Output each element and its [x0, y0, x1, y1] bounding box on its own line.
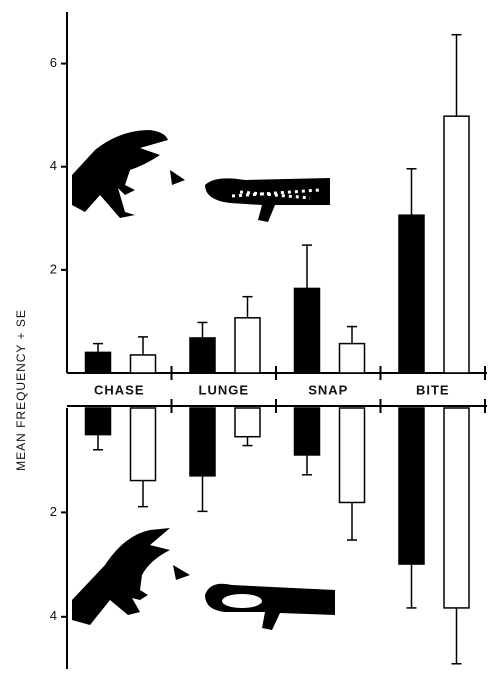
bar [293, 287, 321, 374]
category-label: BITE [416, 382, 450, 397]
category-label: CHASE [94, 382, 145, 397]
bar [293, 407, 321, 456]
bar [189, 407, 216, 477]
y-tick-label: 2 [50, 504, 57, 519]
bar [234, 317, 261, 374]
bar [189, 337, 216, 374]
y-tick-label: 2 [50, 261, 57, 276]
bar [443, 115, 470, 374]
frog-illustration-lower [72, 528, 335, 630]
bar [338, 407, 366, 504]
bar [398, 214, 425, 374]
bar [129, 354, 157, 374]
bar [338, 342, 366, 374]
bar [234, 407, 261, 438]
bar [84, 407, 112, 436]
bar [398, 407, 425, 565]
frog-illustration-upper [72, 130, 330, 222]
y-tick-label: 4 [50, 608, 57, 623]
y-axis-label: MEAN FREQUENCY + SE [14, 309, 28, 471]
y-tick-label: 4 [50, 158, 57, 173]
bar [84, 351, 112, 374]
bar [443, 407, 470, 609]
y-tick-label: 6 [50, 55, 57, 70]
category-label: LUNGE [199, 382, 250, 397]
bar [129, 407, 157, 482]
category-label: SNAP [308, 382, 348, 397]
